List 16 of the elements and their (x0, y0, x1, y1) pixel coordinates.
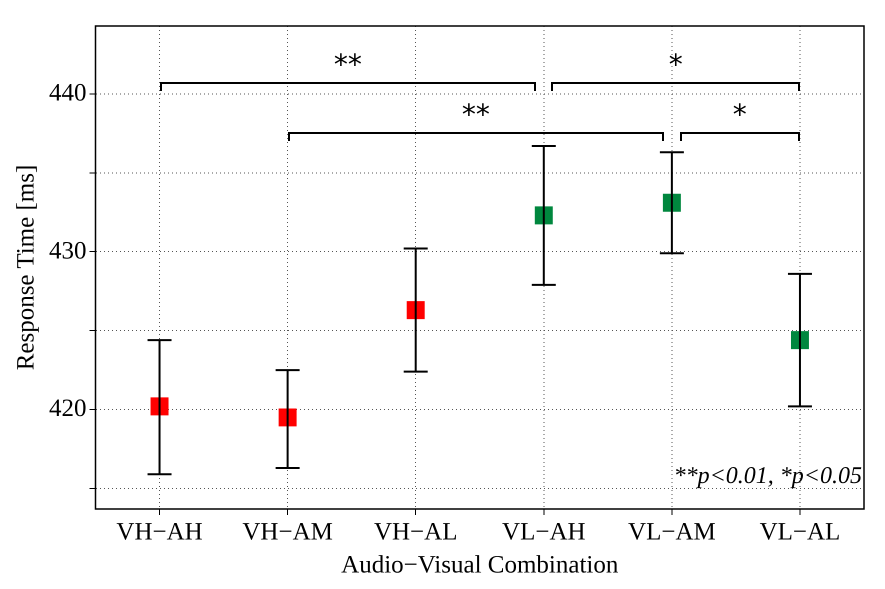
annotation: ** (332, 48, 363, 81)
y-axis-title: Response Time [ms] (12, 164, 40, 370)
annotation: * (668, 48, 684, 81)
annotation: * (732, 98, 748, 131)
annotation: **p<0.01, *p<0.05 (674, 463, 862, 490)
annotation: ** (460, 98, 491, 131)
x-tick-label: VL−AL (760, 518, 840, 546)
x-tick-label: VH−AM (242, 518, 333, 546)
y-tick-label: 430 (49, 237, 86, 264)
x-tick-label: VH−AL (374, 518, 458, 546)
x-tick-label: VL−AM (628, 518, 716, 546)
y-tick-label: 440 (49, 79, 86, 106)
x-axis-title: Audio−Visual Combination (341, 552, 619, 579)
x-tick-label: VL−AH (502, 518, 586, 546)
y-tick-label: 420 (49, 395, 86, 422)
x-tick-label: VH−AH (116, 518, 203, 546)
